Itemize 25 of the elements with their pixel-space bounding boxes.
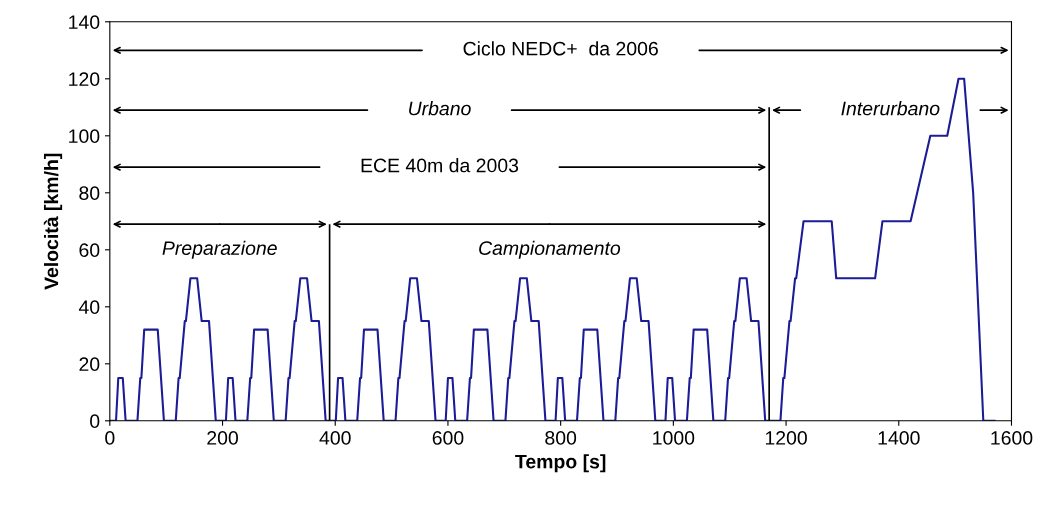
annotation: Campionamento xyxy=(479,240,621,259)
annotation: Urbano xyxy=(409,101,471,116)
annotation: Interurbano xyxy=(841,101,940,116)
y-tick-label: 60 xyxy=(79,243,100,258)
x-tick-label: 0 xyxy=(105,431,115,445)
y-tick-label: 120 xyxy=(69,72,100,87)
y-axis-title: Velocità [km/h] xyxy=(43,153,63,290)
x-tick-label: 200 xyxy=(207,431,238,445)
y-tick-label: 40 xyxy=(78,300,100,315)
x-tick-label: 400 xyxy=(319,431,351,445)
x-tick-label: 1400 xyxy=(878,431,920,445)
x-tick-label: 800 xyxy=(545,431,577,445)
y-tick-label: 80 xyxy=(79,186,100,201)
x-tick-label: 1200 xyxy=(765,431,807,445)
annotation: Ciclo NEDC+ da 2006 xyxy=(463,41,658,56)
y-tick-label: 100 xyxy=(69,129,100,144)
x-tick-label: 1000 xyxy=(653,431,695,445)
x-axis-title: Tempo [s] xyxy=(515,454,606,473)
annotation: Preparazione xyxy=(162,240,277,259)
annotation: ECE 40m da 2003 xyxy=(361,158,519,173)
x-tick-label: 1600 xyxy=(991,431,1033,445)
y-tick-label: 0 xyxy=(90,414,100,429)
y-tick-label: 140 xyxy=(69,15,100,30)
x-tick-label: 600 xyxy=(432,431,464,445)
y-tick-label: 20 xyxy=(79,357,100,372)
